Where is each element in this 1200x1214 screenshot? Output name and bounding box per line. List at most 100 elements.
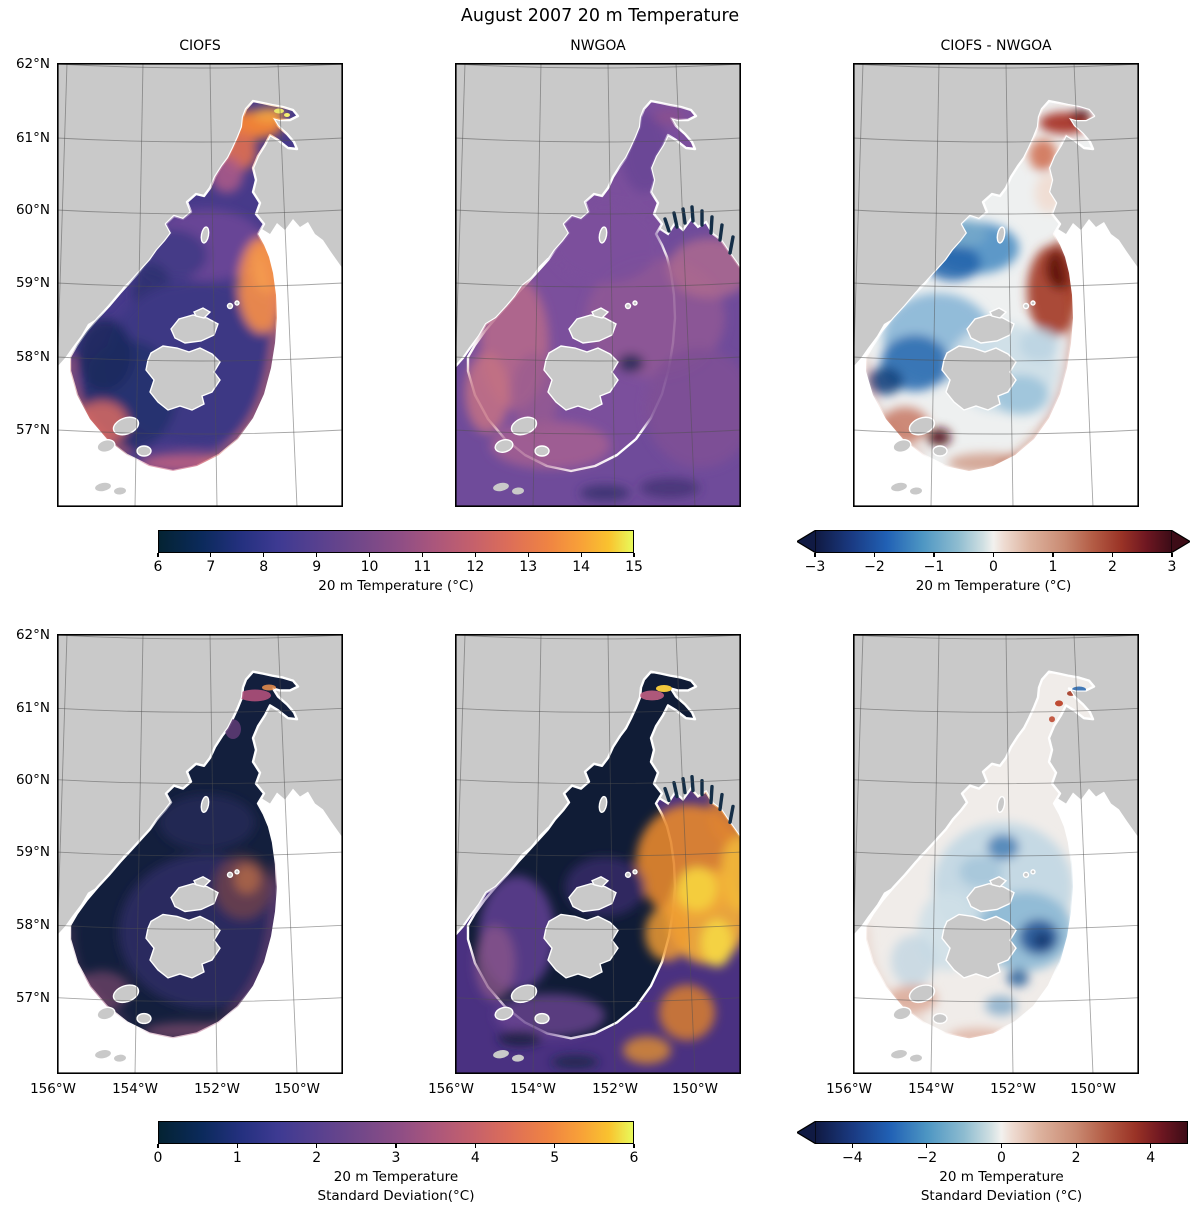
colorbar-std-tickmark [554,1144,556,1148]
map-ciofs-temperature-svg [57,63,343,507]
ytick-row1-61°N: 61°N [15,130,50,146]
colorbar-temp-tickmark [633,553,635,557]
map-nwgoa-std [455,634,741,1074]
colorbar-std-tickmark [474,1144,476,1148]
map-diff-std [853,634,1139,1074]
colorbar-temp-diff [815,530,1172,553]
map-nwgoa-std-svg [455,634,741,1074]
colorbar-std-tickmark [157,1144,159,1148]
map-diff-temperature-svg [853,63,1139,507]
ytick-row1-57°N: 57°N [15,422,50,438]
colorbar-temp-tickmark [421,553,424,557]
colorbar-std-diff-ticklabel: 2 [1071,1150,1081,1166]
panel-title-diff: CIOFS - NWGOA [940,38,1052,54]
colorbar-temp-tickmark [210,553,212,557]
map-ciofs-temperature [57,63,343,507]
map-diff-std-svg [853,634,1139,1074]
colorbar-std-ticklabel: 4 [470,1150,480,1166]
colorbar-std-diff-tickmark [1150,1144,1152,1148]
xtick-col1-154°W: 154°W [510,1081,556,1097]
colorbar-temp-diff-ticklabel: 1 [1048,559,1058,575]
colorbar-std-diff-ticklabel: 0 [997,1150,1006,1166]
colorbar-temp-diff-ticklabel: −3 [804,559,826,575]
colorbar-std-tickmark [316,1144,318,1148]
colorbar-std-tickmark [395,1144,397,1148]
colorbar-temp-tickmark [580,553,582,557]
colorbar-std-diff-extend-arrow [797,1121,816,1144]
colorbar-std-diff-tickmark [1075,1144,1077,1148]
xtick-col2-152°W: 152°W [990,1081,1036,1097]
map-ciofs-std-svg [57,634,343,1074]
colorbar-temp-diff-tickmark [814,553,816,557]
ytick-row2-60°N: 60°N [15,772,50,788]
xtick-col0-156°W: 156°W [30,1081,76,1097]
colorbar-temp-tickmark [474,553,476,557]
colorbar-temp-tickmark [157,553,159,557]
colorbar-temp-diff-tickmark [1052,553,1054,557]
ytick-row2-59°N: 59°N [15,844,50,860]
map-nwgoa-temperature-svg [455,63,741,507]
ytick-row2-58°N: 58°N [15,917,50,933]
ytick-row1-62°N: 62°N [15,56,50,72]
xtick-col0-154°W: 154°W [112,1081,158,1097]
ytick-row2-62°N: 62°N [15,627,50,643]
colorbar-temp-ticklabel: 7 [206,559,216,575]
xtick-col2-156°W: 156°W [826,1081,872,1097]
colorbar-std [158,1121,634,1144]
ytick-row1-60°N: 60°N [15,202,50,218]
colorbar-std-diff-tickmark [926,1144,928,1148]
colorbar-temp-tickmark [368,553,371,557]
colorbar-temp-ticklabel: 11 [413,559,432,575]
colorbar-temp-diff-tickmark [992,553,995,557]
colorbar-temp-tickmark [527,553,529,557]
colorbar-temp-ticklabel: 8 [259,559,269,575]
colorbar-std-diff-ticklabel: 4 [1146,1150,1156,1166]
colorbar-std-ticklabel: 2 [312,1150,322,1166]
colorbar-temp-ticklabel: 15 [625,559,643,575]
colorbar-std-diff-tickmark [1000,1144,1003,1148]
colorbar-temp-diff-ticklabel: −2 [864,559,885,575]
panel-title-ciofs: CIOFS [179,38,221,54]
colorbar-std-tickmark [236,1144,238,1148]
xtick-col0-150°W: 150°W [274,1081,320,1097]
colorbar-temp-caption: 20 m Temperature (°C) [318,578,474,594]
colorbar-temp-diff-caption: 20 m Temperature (°C) [915,578,1072,594]
colorbar-std-diff [815,1121,1188,1144]
colorbar-temp-ticklabel: 6 [153,559,163,575]
xtick-col2-154°W: 154°W [908,1081,954,1097]
colorbar-std-diff-ticklabel: −2 [916,1150,938,1166]
colorbar-std-ticklabel: 5 [550,1150,560,1166]
colorbar-temp-diff-ticklabel: 2 [1108,559,1117,575]
colorbar-std-ticklabel: 6 [629,1150,639,1166]
colorbar-std-tickmark [633,1144,635,1148]
map-diff-temperature [853,63,1139,507]
colorbar-std-diff-caption: 20 m Temperature Standard Deviation (°C) [920,1169,1083,1204]
ytick-row2-57°N: 57°N [15,990,50,1006]
colorbar-temp-diff-tickmark [933,553,935,557]
xtick-col1-152°W: 152°W [592,1081,638,1097]
colorbar-std-ticklabel: 3 [391,1150,401,1166]
map-ciofs-std [57,634,343,1074]
colorbar-temp-tickmark [263,553,265,557]
colorbar-std-diff-tickmark [851,1144,853,1148]
xtick-col1-156°W: 156°W [428,1081,474,1097]
colorbar-temp-diff-ticklabel: 0 [989,559,998,575]
colorbar-temp-ticklabel: 12 [466,559,485,575]
colorbar-std-ticklabel: 1 [232,1150,242,1166]
colorbar-temp-ticklabel: 14 [572,559,591,575]
xtick-col0-152°W: 152°W [194,1081,240,1097]
colorbar-temp-tickmark [316,553,318,557]
colorbar-temp-ticklabel: 9 [312,559,322,575]
ytick-row1-59°N: 59°N [15,275,50,291]
colorbar-temp-diff-extend-arrow [797,530,816,553]
xtick-col1-150°W: 150°W [672,1081,718,1097]
colorbar-std-diff-ticklabel: −4 [841,1150,863,1166]
colorbar-temp-ticklabel: 10 [360,559,379,575]
colorbar-temp-diff-ticklabel: −1 [923,559,945,575]
colorbar-temp-diff-tickmark [1171,553,1173,557]
colorbar-temp-diff-tickmark [873,553,876,557]
colorbar-temp-diff-extend-arrow [1171,530,1190,553]
colorbar-temp-ticklabel: 13 [519,559,538,575]
colorbar-temp-diff-ticklabel: 3 [1167,559,1177,575]
